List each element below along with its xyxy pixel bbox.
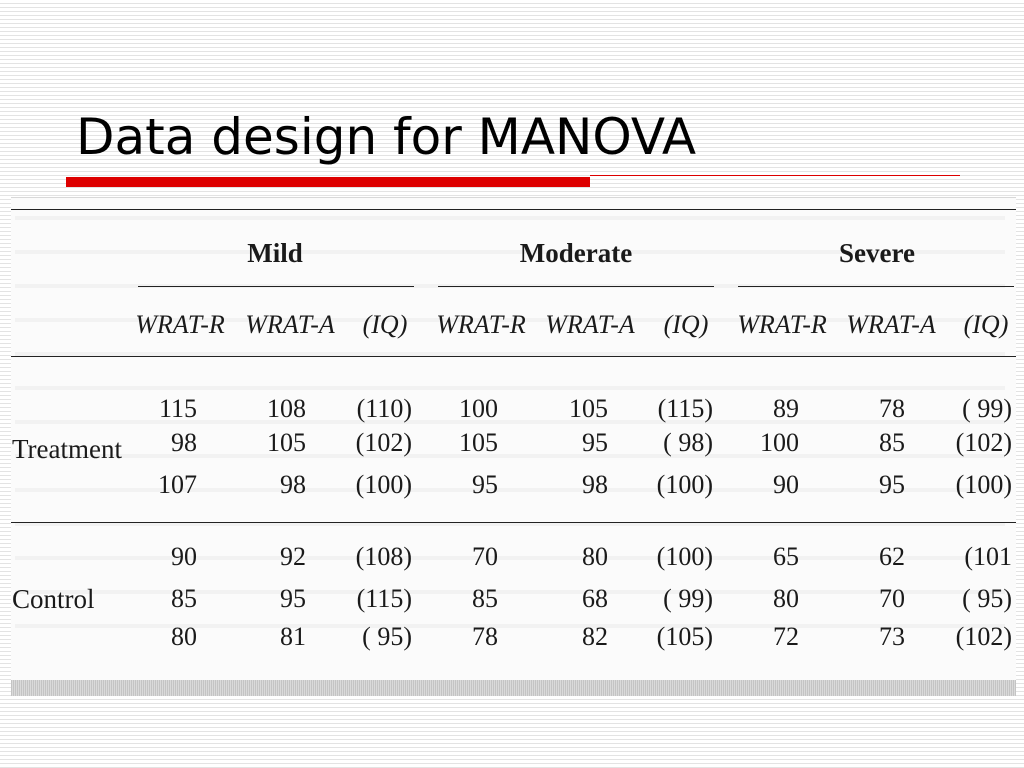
measure-header-severe-iq: (IQ) (963, 310, 1009, 339)
measure-header-severe-wrat-a: WRAT-A (846, 310, 936, 339)
rule-top (11, 209, 1016, 210)
cell-control-2-severe-iq: ( 95) (962, 584, 1012, 613)
scan-bleed-through (15, 198, 1005, 628)
group-header-moderate: Moderate (519, 238, 633, 268)
cell-control-2-severe-wrat-r: 80 (773, 584, 799, 613)
title-accent-bar (66, 177, 590, 187)
cell-treatment-2-moderate-iq: ( 98) (663, 428, 713, 457)
measure-header-severe-wrat-r: WRAT-R (737, 310, 827, 339)
rule-under-mild (138, 286, 414, 287)
measure-header-mild-wrat-r: WRAT-R (135, 310, 225, 339)
cell-control-1-severe-iq: (101 (964, 542, 1012, 571)
measure-header-moderate-wrat-r: WRAT-R (436, 310, 526, 339)
cell-control-2-mild-wrat-a: 95 (280, 584, 306, 613)
cell-treatment-1-moderate-iq: (115) (657, 394, 713, 423)
cell-treatment-3-mild-wrat-r: 107 (158, 470, 197, 499)
cell-treatment-3-mild-wrat-a: 98 (280, 470, 306, 499)
cell-control-2-mild-iq: (115) (356, 584, 412, 613)
cell-treatment-3-mild-iq: (100) (355, 470, 412, 499)
cell-control-3-mild-wrat-r: 80 (171, 622, 197, 651)
rule-header-bottom (11, 356, 1016, 357)
cell-treatment-2-mild-iq: (102) (355, 428, 412, 457)
rule-under-moderate (438, 286, 714, 287)
cell-control-3-moderate-wrat-r: 78 (472, 622, 498, 651)
cell-treatment-2-moderate-wrat-r: 105 (459, 428, 498, 457)
cell-control-3-severe-wrat-r: 72 (773, 622, 799, 651)
cell-treatment-2-severe-wrat-r: 100 (760, 428, 799, 457)
cell-treatment-1-mild-wrat-r: 115 (158, 394, 197, 423)
cell-control-3-mild-iq: ( 95) (362, 622, 412, 651)
cell-control-1-moderate-wrat-a: 80 (582, 542, 608, 571)
measure-header-moderate-wrat-a: WRAT-A (545, 310, 635, 339)
cell-treatment-2-severe-wrat-a: 85 (879, 428, 905, 457)
cell-treatment-1-moderate-wrat-r: 100 (459, 394, 498, 423)
scanned-table-panel (11, 197, 1016, 681)
cell-control-1-mild-iq: (108) (355, 542, 412, 571)
cell-control-1-moderate-iq: (100) (656, 542, 713, 571)
row-label-control: Control (12, 584, 95, 614)
title-accent-line (590, 175, 960, 176)
cell-treatment-2-moderate-wrat-a: 95 (582, 428, 608, 457)
slide-title: Data design for MANOVA (76, 108, 697, 166)
cell-treatment-2-severe-iq: (102) (955, 428, 1012, 457)
cell-control-2-mild-wrat-r: 85 (171, 584, 197, 613)
cell-control-1-mild-wrat-r: 90 (171, 542, 197, 571)
cell-treatment-3-severe-wrat-r: 90 (773, 470, 799, 499)
measure-header-mild-iq: (IQ) (362, 310, 408, 339)
cell-treatment-3-severe-iq: (100) (955, 470, 1012, 499)
cell-control-1-severe-wrat-r: 65 (773, 542, 799, 571)
cell-treatment-1-severe-wrat-a: 78 (879, 394, 905, 423)
cell-control-2-moderate-wrat-r: 85 (472, 584, 498, 613)
cell-treatment-1-mild-iq: (110) (356, 394, 412, 423)
scan-footer-strip (11, 680, 1016, 696)
cell-treatment-3-severe-wrat-a: 95 (879, 470, 905, 499)
cell-control-3-mild-wrat-a: 81 (280, 622, 306, 651)
cell-treatment-1-moderate-wrat-a: 105 (569, 394, 608, 423)
cell-control-3-moderate-iq: (105) (656, 622, 713, 651)
cell-treatment-3-moderate-iq: (100) (656, 470, 713, 499)
cell-control-2-moderate-iq: ( 99) (663, 584, 713, 613)
measure-header-moderate-iq: (IQ) (663, 310, 709, 339)
cell-control-1-mild-wrat-a: 92 (280, 542, 306, 571)
group-header-severe: Severe (839, 238, 915, 268)
cell-control-3-severe-iq: (102) (955, 622, 1012, 651)
cell-treatment-1-mild-wrat-a: 108 (267, 394, 306, 423)
rule-under-severe (738, 286, 1014, 287)
cell-treatment-1-severe-wrat-r: 89 (773, 394, 799, 423)
cell-control-2-moderate-wrat-a: 68 (582, 584, 608, 613)
cell-control-3-moderate-wrat-a: 82 (582, 622, 608, 651)
group-header-mild: Mild (247, 238, 303, 268)
measure-header-mild-wrat-a: WRAT-A (245, 310, 335, 339)
cell-treatment-2-mild-wrat-r: 98 (171, 428, 197, 457)
cell-control-1-moderate-wrat-r: 70 (472, 542, 498, 571)
rule-section-divider (11, 522, 1016, 523)
cell-treatment-3-moderate-wrat-r: 95 (472, 470, 498, 499)
cell-control-3-severe-wrat-a: 73 (879, 622, 905, 651)
cell-treatment-2-mild-wrat-a: 105 (267, 428, 306, 457)
cell-control-2-severe-wrat-a: 70 (879, 584, 905, 613)
cell-treatment-1-severe-iq: ( 99) (962, 394, 1012, 423)
row-label-treatment: Treatment (12, 434, 122, 464)
cell-treatment-3-moderate-wrat-a: 98 (582, 470, 608, 499)
cell-control-1-severe-wrat-a: 62 (879, 542, 905, 571)
